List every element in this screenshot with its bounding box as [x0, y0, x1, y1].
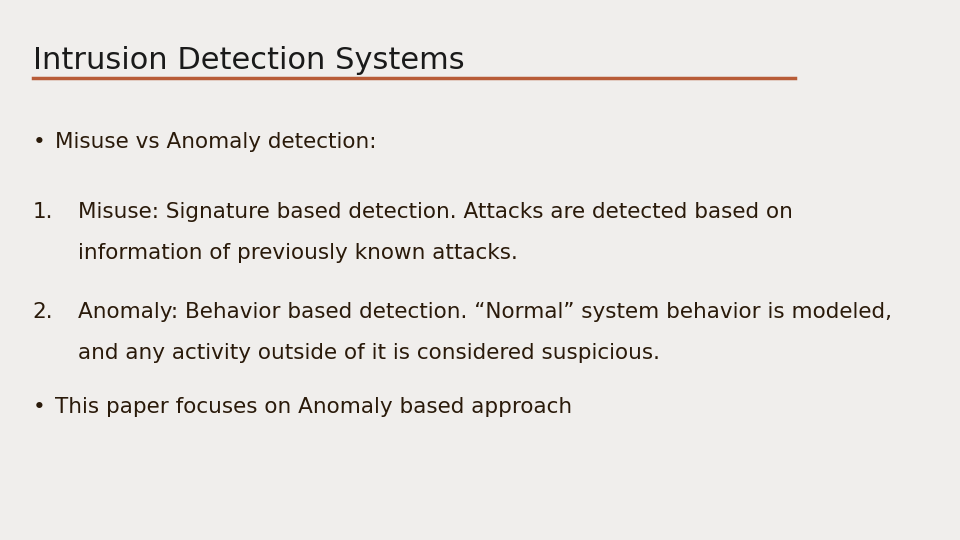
Text: •: •: [33, 132, 45, 152]
Text: Misuse: Signature based detection. Attacks are detected based on: Misuse: Signature based detection. Attac…: [78, 202, 793, 222]
Text: information of previously known attacks.: information of previously known attacks.: [78, 243, 517, 263]
Text: Intrusion Detection Systems: Intrusion Detection Systems: [33, 46, 465, 75]
Text: 2.: 2.: [33, 302, 54, 322]
Text: Misuse vs Anomaly detection:: Misuse vs Anomaly detection:: [55, 132, 376, 152]
Text: Anomaly: Behavior based detection. “Normal” system behavior is modeled,: Anomaly: Behavior based detection. “Norm…: [78, 302, 892, 322]
Text: •: •: [33, 397, 45, 417]
Text: and any activity outside of it is considered suspicious.: and any activity outside of it is consid…: [78, 343, 660, 363]
Text: 1.: 1.: [33, 202, 53, 222]
Text: This paper focuses on Anomaly based approach: This paper focuses on Anomaly based appr…: [55, 397, 572, 417]
